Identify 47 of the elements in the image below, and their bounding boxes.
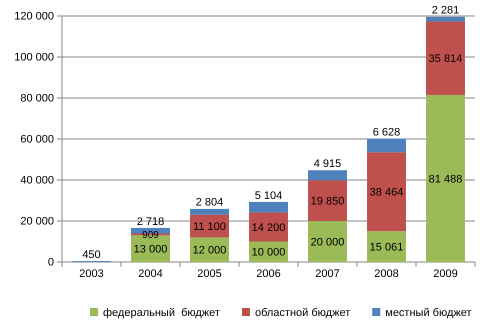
bar — [308, 170, 347, 180]
bar — [367, 152, 406, 232]
data-label: 10 000 — [252, 246, 286, 259]
x-tick-label: 2009 — [433, 268, 458, 280]
data-label: 35 814 — [428, 53, 462, 66]
data-label: 11 100 — [193, 220, 226, 233]
data-label: 38 464 — [370, 186, 404, 199]
data-label: 2 804 — [196, 196, 224, 209]
legend-label: местный бюджет — [385, 306, 472, 319]
bar — [308, 180, 347, 221]
y-tick-label: 80 000 — [20, 92, 54, 105]
y-tick-label: 40 000 — [20, 174, 54, 187]
y-tick-label: 0 — [48, 256, 54, 269]
data-label: 14 200 — [252, 222, 286, 234]
legend-label: областной бюджет — [254, 306, 350, 319]
bar — [367, 231, 406, 262]
x-tick-label: 2008 — [374, 268, 399, 280]
bar — [367, 138, 406, 152]
data-label: 2 718 — [136, 216, 164, 228]
x-tick-label: 2005 — [197, 268, 222, 280]
data-label: 6 628 — [372, 126, 400, 139]
data-label: 81 488 — [428, 173, 462, 186]
x-tick-label: 2003 — [79, 268, 104, 280]
data-label: 15 061 — [370, 241, 404, 254]
data-label: 2 281 — [432, 4, 460, 17]
data-label: 19 850 — [310, 196, 344, 208]
x-tick-label: 2007 — [315, 268, 340, 280]
x-tick-label: 2004 — [138, 268, 163, 280]
bar — [426, 22, 465, 95]
data-label: 450 — [82, 248, 101, 261]
bar — [190, 208, 229, 215]
y-tick-label: 100 000 — [14, 52, 54, 64]
legend-label: федеральный бюджет — [103, 306, 220, 319]
bar — [426, 16, 465, 22]
x-tick-label: 2006 — [256, 268, 281, 280]
data-label: 4 915 — [314, 158, 342, 170]
bar — [426, 94, 465, 262]
y-tick-label: 60 000 — [20, 134, 54, 146]
bar — [308, 221, 347, 262]
data-label: 13 000 — [134, 244, 168, 256]
y-tick-label: 20 000 — [20, 216, 54, 228]
bar — [249, 212, 288, 242]
data-label: 20 000 — [310, 236, 344, 248]
y-tick-label: 120 000 — [14, 10, 54, 23]
bar — [249, 202, 288, 212]
data-label: 5 104 — [254, 190, 282, 202]
data-label: 12 000 — [192, 244, 226, 257]
